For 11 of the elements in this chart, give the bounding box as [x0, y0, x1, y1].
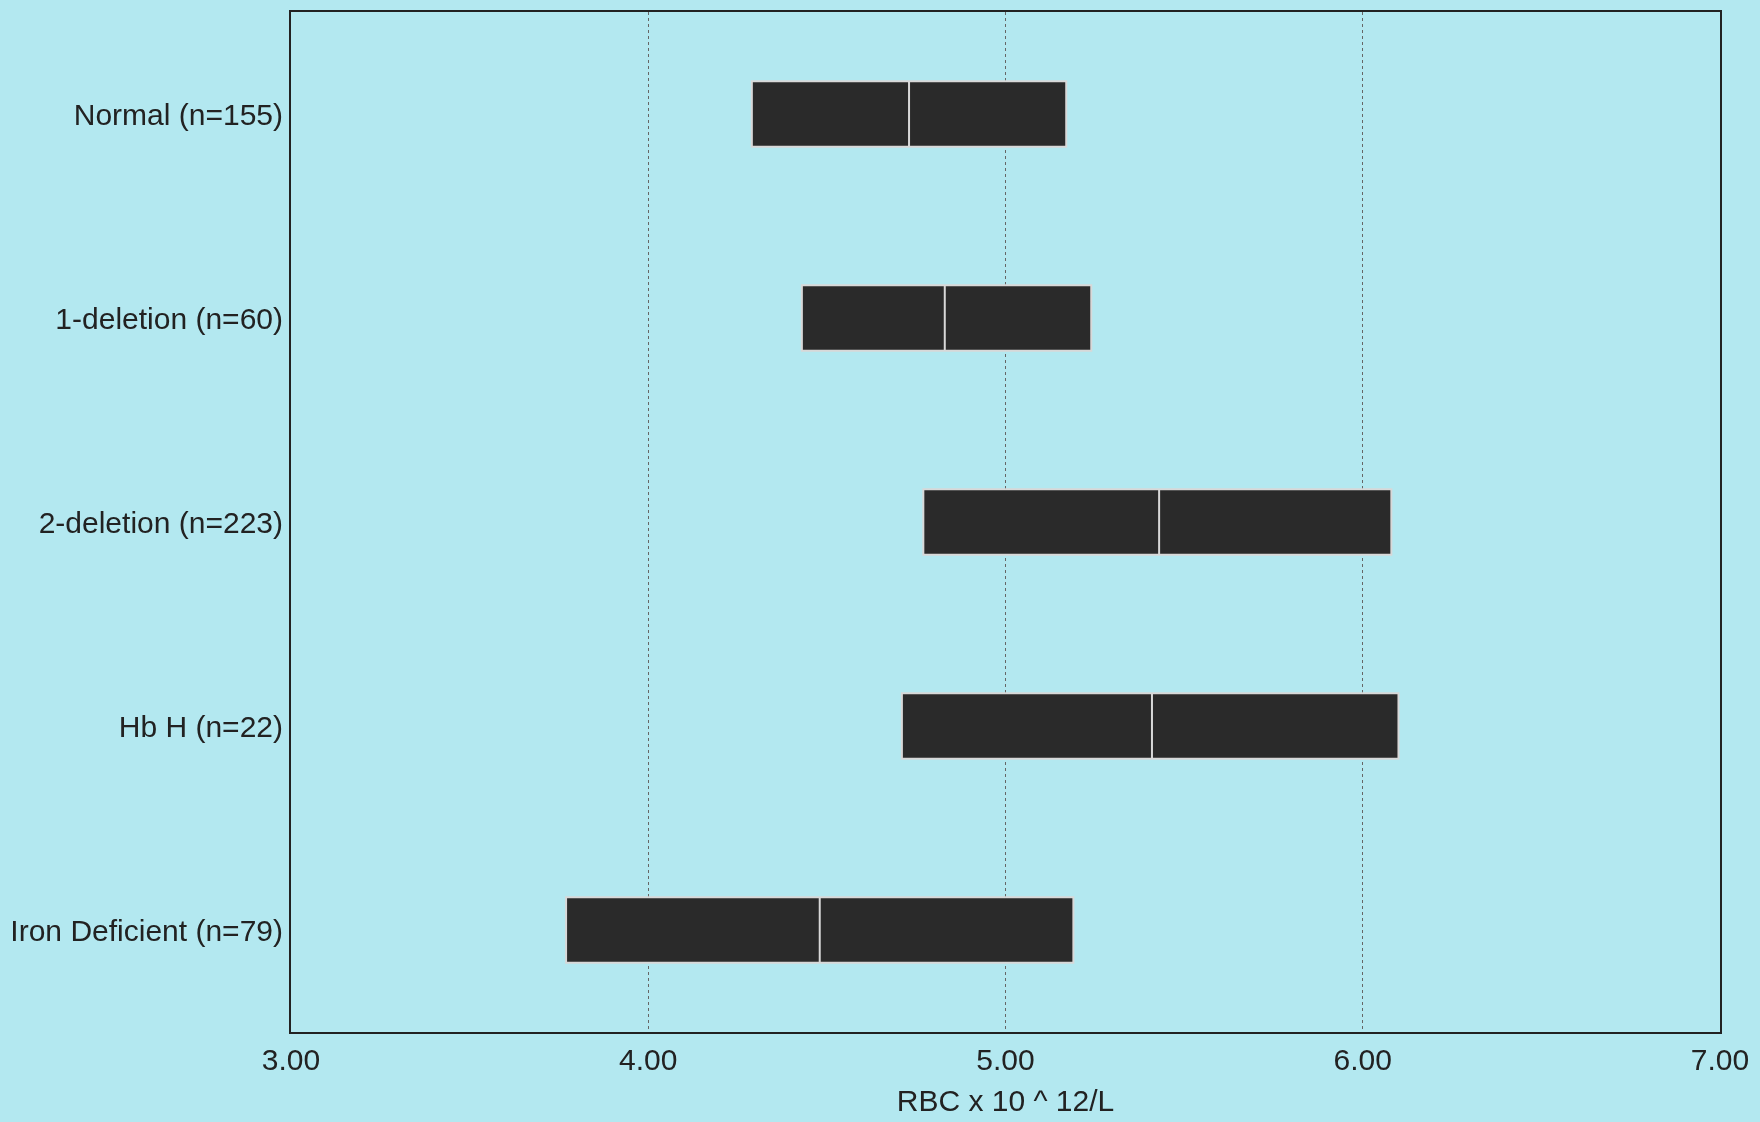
- y-tick-label: Hb H (n=22): [118, 709, 283, 743]
- y-tick-label: 2-deletion (n=223): [38, 505, 283, 539]
- x-tick-label: 4.00: [619, 1043, 678, 1076]
- y-tick-label: 1-deletion (n=60): [55, 301, 283, 335]
- x-tick-label: 6.00: [1333, 1043, 1392, 1076]
- x-axis-title: RBC x 10 ^ 12/L: [896, 1084, 1115, 1117]
- x-tick-label: 5.00: [976, 1043, 1035, 1076]
- x-tick-label: 3.00: [261, 1043, 321, 1076]
- x-tick-label: 7.00: [1690, 1043, 1750, 1076]
- y-tick-label: Normal (n=155): [73, 97, 283, 131]
- y-tick-label: Iron Deficient (n=79): [10, 913, 283, 947]
